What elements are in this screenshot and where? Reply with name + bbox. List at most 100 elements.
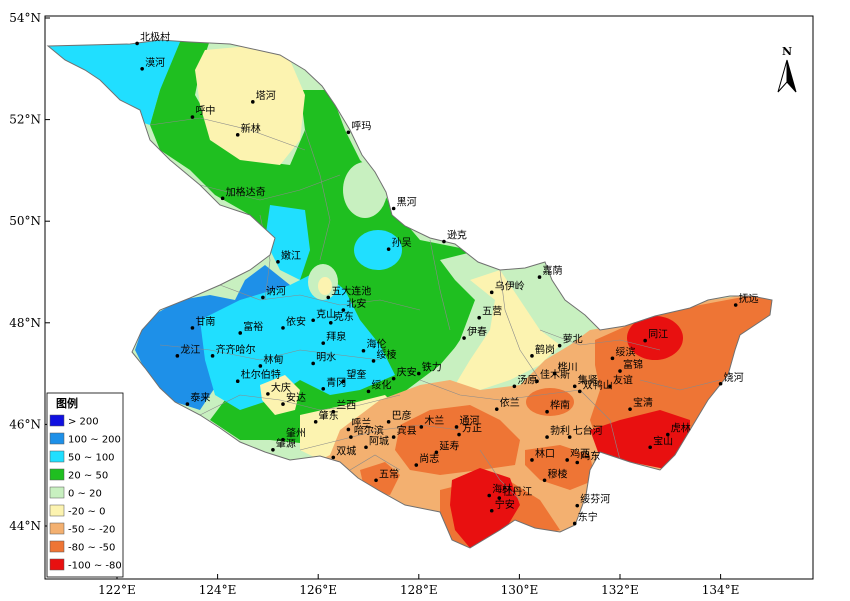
- city-label: 安达: [286, 391, 306, 404]
- lat-tick-label: 54°N: [9, 11, 41, 25]
- contour-fill-layer: [48, 40, 772, 548]
- city-marker: [346, 130, 351, 135]
- city-label: 伊春: [467, 326, 487, 338]
- city-marker: [628, 407, 632, 411]
- lat-tick-label: 50°N: [9, 214, 41, 228]
- lon-tick-label: 134°E: [702, 583, 740, 597]
- city-label: 明水: [316, 351, 336, 363]
- city-label: 牡丹江: [502, 485, 532, 498]
- city-marker: [512, 384, 517, 389]
- contour-north-cyan: [48, 40, 190, 125]
- city-marker: [235, 133, 240, 137]
- city-marker: [477, 315, 481, 320]
- city-marker: [572, 384, 577, 389]
- lon-tick-label: 124°E: [199, 583, 237, 597]
- city-label: 呼玛: [351, 120, 371, 132]
- lon-tick-label: 130°E: [501, 583, 539, 597]
- contour-jixi-orange: [525, 445, 595, 490]
- city-label: 桦南: [550, 399, 570, 412]
- city-label: 五营: [482, 305, 502, 318]
- city-label: 海伦: [366, 338, 386, 351]
- legend-swatch: [49, 522, 65, 535]
- city-label: 尚志: [419, 452, 439, 465]
- city-label: 齐齐哈尔: [216, 343, 256, 356]
- lat-tick-label: 46°N: [9, 417, 41, 431]
- city-marker: [346, 427, 351, 432]
- city-marker: [494, 407, 499, 411]
- city-marker: [210, 354, 215, 358]
- north-arrow: N: [777, 45, 797, 93]
- legend-item-label: -50 ~ -20: [68, 525, 115, 536]
- city-marker: [391, 435, 396, 439]
- city-label: 抚远: [739, 293, 759, 305]
- city-label: 绥化: [372, 378, 392, 391]
- city-marker: [341, 379, 346, 384]
- city-label: 东宁: [578, 510, 598, 523]
- city-marker: [140, 67, 144, 71]
- north-arrow-right-icon: [786, 59, 797, 93]
- city-label: 塔河: [256, 89, 276, 102]
- city-marker: [349, 435, 353, 439]
- contour-wudalianchi-yellow: [318, 277, 332, 295]
- city-label: 呼中: [195, 104, 215, 117]
- city-label: 方正: [462, 422, 482, 435]
- city-marker: [552, 371, 557, 376]
- city-label: 加格达奇: [226, 185, 266, 198]
- city-marker: [530, 458, 534, 462]
- city-label: 阿城: [369, 435, 389, 447]
- contour-sunwu-cyan: [354, 230, 402, 270]
- city-label: 通河: [460, 415, 480, 427]
- city-marker: [190, 326, 195, 330]
- city-marker: [190, 115, 195, 119]
- city-label: 宝山: [653, 434, 673, 447]
- legend-swatch: [49, 486, 65, 499]
- city-marker: [261, 295, 265, 300]
- city-marker: [442, 239, 446, 244]
- contour-tahe-yellow: [195, 45, 305, 165]
- city-label: 新林: [241, 122, 261, 135]
- city-marker: [565, 458, 569, 462]
- city-label: 北安: [346, 297, 366, 310]
- city-label: 漠河: [145, 57, 165, 69]
- city-marker: [487, 493, 492, 498]
- city-marker: [643, 338, 647, 343]
- city-label: 延寿: [439, 439, 459, 452]
- city-marker: [419, 425, 424, 429]
- city-label: 依兰: [500, 396, 520, 409]
- city-marker: [618, 369, 622, 373]
- city-marker: [386, 420, 391, 424]
- city-marker: [489, 508, 494, 513]
- contour-green-band: [150, 40, 480, 445]
- legend-item-label: -20 ~ 0: [68, 507, 105, 518]
- city-label: 杜尔伯特: [241, 368, 281, 381]
- city-marker: [572, 521, 577, 526]
- lon-tick-label: 128°E: [400, 583, 438, 597]
- city-label: 哈尔滨: [354, 424, 384, 437]
- lat-tick-label: 52°N: [9, 113, 41, 127]
- city-label: 绥棱: [377, 348, 397, 361]
- city-label: 讷河: [266, 284, 286, 297]
- contour-daqing-yellow: [260, 375, 300, 415]
- axis-ticks: 122°E 124°E 126°E 128°E 130°E 132°E 134°E 54°N 5…: [9, 11, 739, 597]
- city-label: 绥芬河: [580, 494, 610, 506]
- city-label: 依安: [286, 315, 306, 328]
- city-marker: [575, 460, 580, 465]
- lat-tick-label: 48°N: [9, 316, 41, 330]
- contour-central-cyan: [200, 270, 395, 410]
- city-marker: [537, 275, 542, 279]
- city-marker: [276, 260, 280, 264]
- legend-item-label: 0 ~ 20: [68, 489, 102, 500]
- city-marker: [733, 303, 738, 307]
- city-label: 五常: [379, 467, 399, 480]
- city-label: 富裕: [243, 320, 263, 333]
- city-label: 同江: [648, 329, 668, 341]
- city-label: 勃利: [550, 424, 570, 437]
- city-marker: [251, 100, 255, 104]
- contour-nenjiang-cyan: [265, 205, 310, 280]
- legend-item-label: -100 ~ -80: [68, 561, 122, 572]
- city-label: 穆棱: [548, 467, 568, 480]
- city-marker: [374, 478, 378, 483]
- city-label: 七台河: [573, 424, 603, 437]
